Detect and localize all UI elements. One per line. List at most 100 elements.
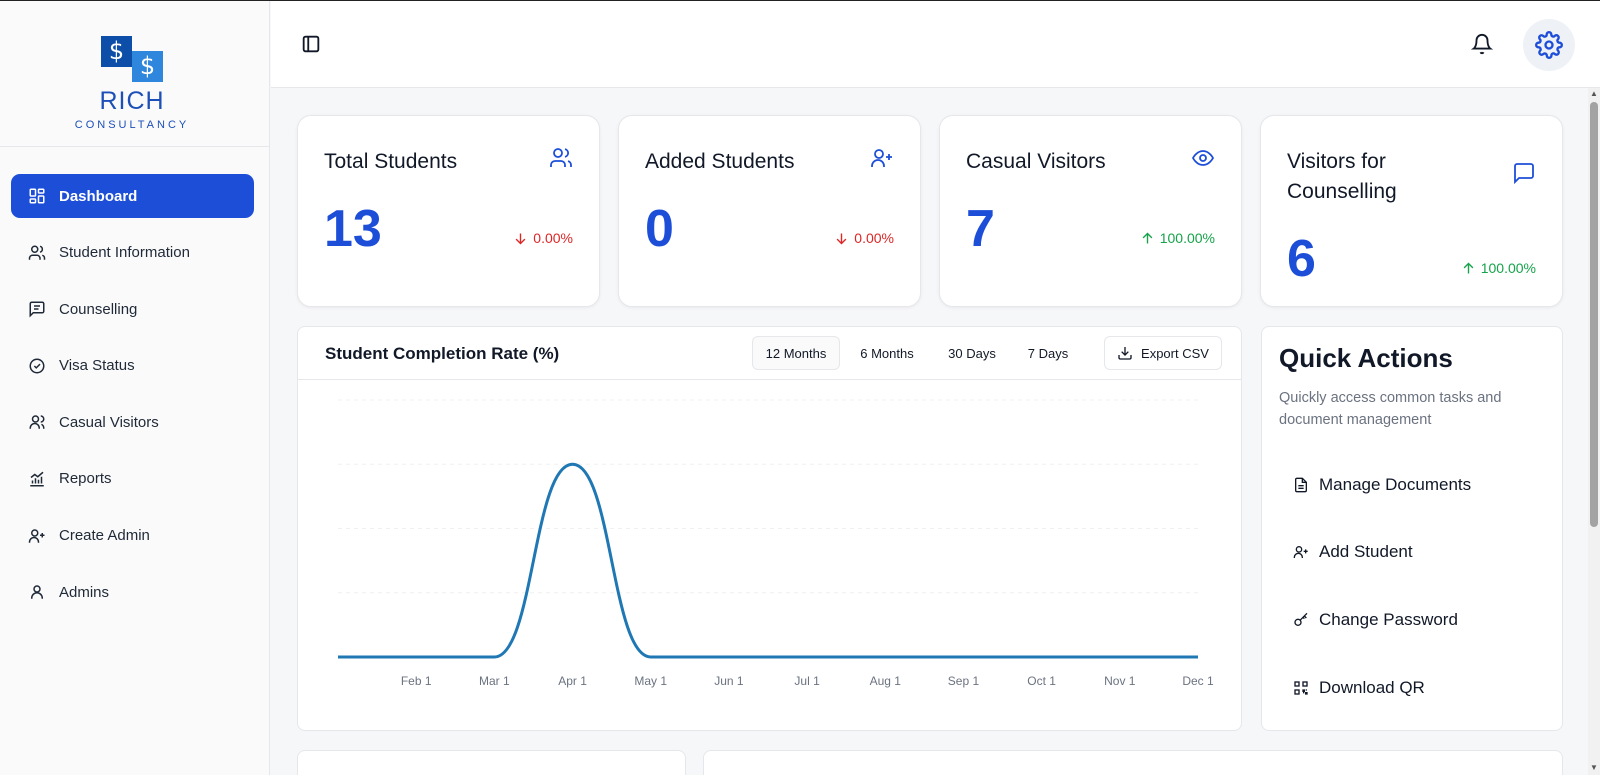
completion-rate-chart-card: Student Completion Rate (%) 12 Months 6 …: [297, 326, 1242, 731]
eye-icon: [1191, 146, 1215, 170]
chart-x-tick-label: Mar 1: [479, 674, 510, 688]
add-student-button[interactable]: Add Student: [1293, 539, 1413, 565]
sidebar-item-label: Admins: [59, 583, 110, 601]
chart-x-tick-label: Apr 1: [558, 674, 587, 688]
message-square-icon: [28, 300, 46, 318]
chart-x-tick-label: Nov 1: [1104, 674, 1136, 688]
export-csv-button[interactable]: Export CSV: [1104, 336, 1222, 370]
sidebar-toggle-icon[interactable]: [300, 33, 322, 55]
stat-card-added-students: Added Students 0 0.00%: [618, 115, 921, 307]
sidebar-item-label: Reports: [59, 470, 112, 488]
download-qr-button[interactable]: Download QR: [1293, 675, 1425, 701]
quick-action-label: Manage Documents: [1319, 475, 1472, 494]
file-text-icon: [1295, 477, 1307, 493]
stat-title: Casual Visitors: [966, 150, 1106, 173]
quick-actions-card: Quick Actions Quickly access common task…: [1261, 326, 1563, 731]
sidebar-item-admins[interactable]: Admins: [11, 570, 254, 614]
scroll-thumb[interactable]: [1590, 102, 1598, 527]
bottom-card-left: [297, 750, 686, 775]
arrow-up-icon: [1142, 232, 1153, 243]
page-scrollbar[interactable]: ▲ ▼: [1588, 88, 1600, 775]
stat-change: 100.00%: [1461, 260, 1536, 276]
chart-title: Student Completion Rate (%): [325, 344, 560, 363]
message-square-icon: [1512, 161, 1536, 185]
sidebar-item-create-admin[interactable]: Create Admin: [11, 514, 254, 558]
stat-change: 0.00%: [834, 230, 894, 246]
stat-change-value: 0.00%: [854, 230, 894, 246]
arrow-down-icon: [836, 233, 847, 244]
bell-icon[interactable]: [1470, 33, 1494, 55]
user-plus-icon: [1293, 546, 1308, 558]
stat-value: 7: [966, 200, 995, 258]
sidebar-item-label: Visa Status: [59, 357, 135, 375]
stat-title: Added Students: [645, 150, 795, 173]
brand-subtitle: CONSULTANCY: [74, 119, 190, 131]
chart-x-tick-label: Jul 1: [794, 674, 820, 688]
range-12-months-button[interactable]: 12 Months: [752, 336, 840, 370]
completion-rate-chart: Feb 1 Mar 1 Apr 1 May 1 Jun 1 Jul 1 Aug 1 Sep 1…: [338, 399, 1214, 688]
gear-icon: [1535, 31, 1563, 59]
users-icon: [28, 244, 46, 262]
sidebar-item-student-information[interactable]: Student Information: [11, 231, 254, 275]
sidebar: $ $ RICH CONSULTANCY Dashboard Student I…: [0, 1, 270, 775]
manage-documents-button[interactable]: Manage Documents: [1293, 472, 1471, 498]
sidebar-item-label: Casual Visitors: [59, 413, 159, 431]
scroll-up-arrow-icon[interactable]: ▲: [1590, 89, 1598, 98]
stat-title: Total Students: [324, 150, 458, 173]
logo-mark: $ $: [101, 36, 165, 84]
user-plus-icon: [870, 146, 894, 170]
stat-change: 0.00%: [513, 230, 573, 246]
stat-change-value: 100.00%: [1159, 230, 1215, 246]
users-icon: [549, 146, 573, 170]
stat-card-total-students: Total Students 13 0.00%: [297, 115, 600, 307]
chart-x-tick-label: Feb 1: [401, 674, 432, 688]
sidebar-item-counselling[interactable]: Counselling: [11, 287, 254, 331]
sidebar-item-label: Dashboard: [59, 187, 138, 205]
sidebar-item-label: Counselling: [59, 300, 138, 318]
sidebar-item-label: Create Admin: [59, 527, 150, 545]
sidebar-item-dashboard[interactable]: Dashboard: [11, 174, 254, 218]
qr-code-icon: [1294, 681, 1308, 695]
stat-change-value: 0.00%: [533, 230, 573, 246]
arrow-up-icon: [1463, 262, 1474, 273]
range-30-days-button[interactable]: 30 Days: [948, 345, 996, 361]
bottom-card-right: [703, 750, 1563, 775]
range-6-months-button[interactable]: 6 Months: [860, 345, 914, 361]
arrow-down-icon: [515, 233, 526, 244]
stat-change-value: 100.00%: [1480, 260, 1536, 276]
brand-logo[interactable]: $ $ RICH CONSULTANCY: [0, 1, 269, 147]
export-csv-label: Export CSV: [1141, 345, 1209, 361]
user-icon: [28, 583, 46, 601]
stat-value: 0: [645, 200, 674, 258]
sidebar-nav: Dashboard Student Information Counsellin…: [11, 174, 254, 627]
sidebar-item-casual-visitors[interactable]: Casual Visitors: [11, 400, 254, 444]
bar-chart-icon: [28, 470, 46, 488]
change-password-button[interactable]: Change Password: [1293, 607, 1458, 633]
scroll-down-arrow-icon[interactable]: ▼: [1590, 763, 1598, 772]
chart-header: Student Completion Rate (%) 12 Months 6 …: [298, 327, 1241, 380]
sidebar-item-reports[interactable]: Reports: [11, 457, 254, 501]
download-icon: [1118, 347, 1132, 360]
key-icon: [1294, 612, 1308, 626]
user-icon: [28, 413, 46, 431]
quick-actions-title: Quick Actions: [1279, 343, 1453, 373]
stat-value: 6: [1287, 230, 1316, 288]
stat-value: 13: [324, 200, 382, 258]
logo-dollar-light: $: [132, 51, 163, 82]
quick-action-label: Download QR: [1319, 678, 1425, 697]
range-7-days-button[interactable]: 7 Days: [1027, 345, 1069, 361]
chart-x-tick-label: Dec 1: [1182, 674, 1214, 688]
settings-button[interactable]: [1523, 19, 1575, 71]
stat-card-casual-visitors: Casual Visitors 7 100.00%: [939, 115, 1242, 307]
user-plus-icon: [28, 527, 46, 545]
chart-series-line: [338, 462, 1198, 659]
logo-dollar-dark: $: [101, 36, 132, 67]
sidebar-item-visa-status[interactable]: Visa Status: [11, 344, 254, 388]
chart-x-tick-label: May 1: [634, 674, 667, 688]
chart-x-tick-label: Aug 1: [870, 674, 902, 688]
top-header: [271, 1, 1600, 88]
brand-name: RICH: [99, 87, 165, 115]
chart-x-tick-label: Sep 1: [948, 674, 980, 688]
chart-x-tick-label: Oct 1: [1027, 674, 1056, 688]
quick-action-label: Change Password: [1319, 610, 1458, 629]
